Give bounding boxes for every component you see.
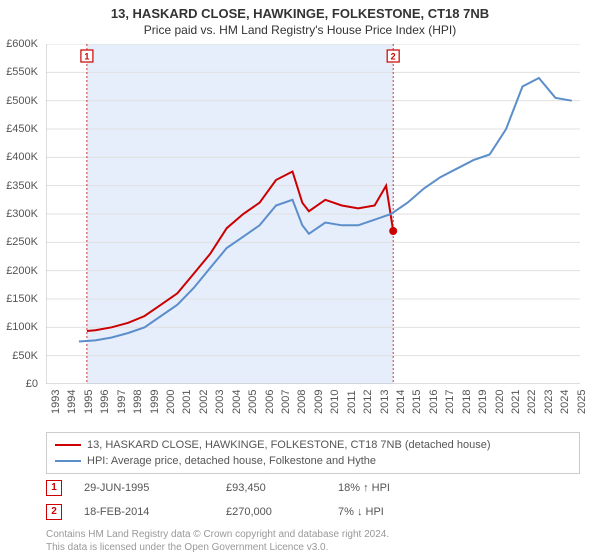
chart-plot-area: 12	[46, 44, 580, 384]
page-subtitle: Price paid vs. HM Land Registry's House …	[0, 23, 600, 37]
sales-list: 1 29-JUN-1995 £93,450 18% ↑ HPI 2 18-FEB…	[46, 476, 580, 524]
attribution-line-2: This data is licensed under the Open Gov…	[46, 541, 389, 554]
svg-text:1: 1	[84, 52, 89, 62]
chart-svg: 12	[46, 44, 580, 384]
sale-price: £93,450	[226, 482, 316, 494]
sale-marker-1: 1	[46, 480, 62, 496]
attribution: Contains HM Land Registry data © Crown c…	[46, 528, 389, 554]
sale-row: 1 29-JUN-1995 £93,450 18% ↑ HPI	[46, 476, 580, 500]
sale-date: 18-FEB-2014	[84, 506, 204, 518]
chart-container: 13, HASKARD CLOSE, HAWKINGE, FOLKESTONE,…	[0, 0, 600, 560]
svg-text:2: 2	[391, 52, 396, 62]
legend-row: 13, HASKARD CLOSE, HAWKINGE, FOLKESTONE,…	[55, 437, 571, 453]
page-title: 13, HASKARD CLOSE, HAWKINGE, FOLKESTONE,…	[0, 6, 600, 21]
legend-label-property: 13, HASKARD CLOSE, HAWKINGE, FOLKESTONE,…	[87, 439, 490, 451]
sale-delta: 7% ↓ HPI	[338, 506, 428, 518]
legend: 13, HASKARD CLOSE, HAWKINGE, FOLKESTONE,…	[46, 432, 580, 474]
y-axis-labels: £0£50K£100K£150K£200K£250K£300K£350K£400…	[0, 44, 42, 384]
legend-label-hpi: HPI: Average price, detached house, Folk…	[87, 455, 376, 467]
sale-row: 2 18-FEB-2014 £270,000 7% ↓ HPI	[46, 500, 580, 524]
sale-price: £270,000	[226, 506, 316, 518]
attribution-line-1: Contains HM Land Registry data © Crown c…	[46, 528, 389, 541]
legend-row: HPI: Average price, detached house, Folk…	[55, 453, 571, 469]
legend-swatch-hpi	[55, 460, 81, 462]
sale-marker-2: 2	[46, 504, 62, 520]
sale-delta: 18% ↑ HPI	[338, 482, 428, 494]
titles: 13, HASKARD CLOSE, HAWKINGE, FOLKESTONE,…	[0, 0, 600, 37]
x-axis-labels: 1993199419951996199719981999200020012002…	[46, 386, 580, 430]
legend-swatch-property	[55, 444, 81, 446]
sale-date: 29-JUN-1995	[84, 482, 204, 494]
